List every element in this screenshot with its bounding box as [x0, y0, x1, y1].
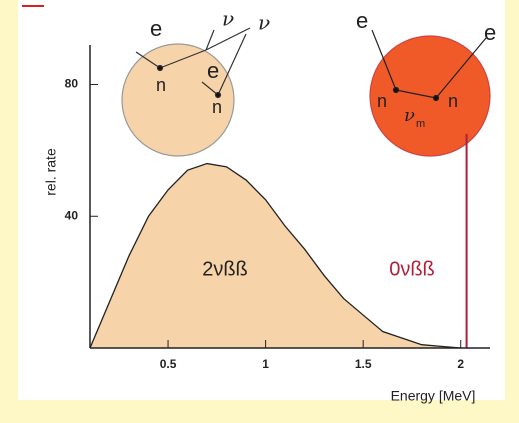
inset-label: m	[416, 118, 425, 130]
inset-label: e	[356, 8, 368, 33]
inset-label: n	[448, 91, 458, 111]
inset-label: n	[156, 75, 166, 95]
inset-label: e	[150, 16, 162, 41]
x-tick-label: 0.5	[160, 357, 177, 371]
inset-2	[369, 29, 491, 157]
nucleus-circle-2	[369, 35, 491, 157]
inset-label: ν	[222, 7, 234, 31]
inset-label: n	[212, 97, 222, 117]
y-tick-label: 80	[65, 77, 79, 91]
x-tick-label: 2	[457, 357, 464, 371]
peak-label: 0νßß	[389, 258, 435, 280]
inset-label: ν	[258, 11, 270, 35]
area-fill	[90, 163, 461, 348]
y-axis-label: rel. rate	[43, 148, 59, 196]
area-line	[89, 162, 461, 349]
series-label: 2νßß	[202, 258, 248, 280]
y-tick-label: 40	[65, 208, 79, 222]
nucleus-circle-1	[121, 43, 235, 157]
x-tick-label: 1	[262, 357, 269, 371]
inset-label: n	[377, 91, 387, 111]
inset-1	[121, 27, 251, 157]
inset-label: ν	[404, 105, 415, 126]
inset-label: e	[484, 20, 496, 45]
inset-label: e	[207, 58, 219, 83]
x-tick-label: 1.5	[355, 357, 372, 371]
x-axis-label: Energy [MeV]	[391, 388, 476, 404]
